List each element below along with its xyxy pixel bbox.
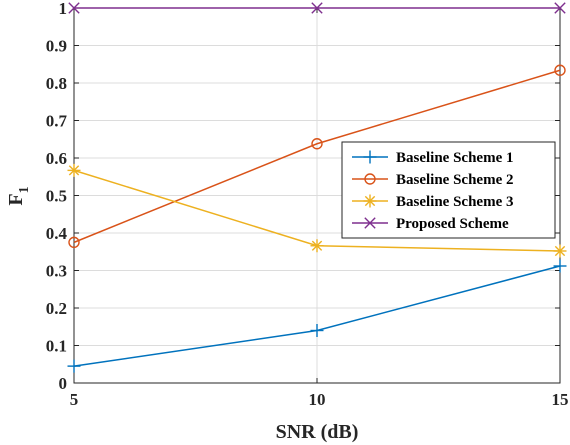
- y-axis-title: F1: [5, 186, 32, 205]
- legend-marker-2: [364, 173, 376, 185]
- legend-label-2: Baseline Scheme 2: [396, 172, 514, 188]
- legend-label-3: Baseline Scheme 3: [396, 194, 514, 210]
- marker-stroke: [68, 236, 80, 249]
- series-2-point: [68, 236, 80, 249]
- x-axis-title: SNR (dB): [276, 421, 359, 443]
- marker-stroke: [311, 240, 323, 251]
- marker-stroke: [311, 2, 323, 14]
- legend-label-1: Baseline Scheme 1: [396, 150, 514, 166]
- legend-box: [341, 141, 556, 239]
- marker-stroke: [364, 195, 376, 207]
- x-tick-label: 15: [552, 390, 569, 409]
- marker-stroke: [554, 64, 566, 76]
- y-tick-label: 0.3: [46, 262, 67, 281]
- series-3-point: [553, 244, 567, 258]
- legend-marker-4: [364, 217, 376, 229]
- legend-marker-1: [363, 150, 377, 164]
- tick-labels: 00.10.20.30.40.50.60.70.80.915 10 15: [46, 0, 569, 409]
- y-axis-title-main: F: [5, 193, 27, 205]
- series-1-point: [67, 359, 81, 373]
- marker-stroke: [364, 217, 376, 229]
- marker-stroke: [554, 245, 566, 257]
- y-tick-label: 0.6: [46, 149, 67, 168]
- series-2-point: [311, 138, 323, 150]
- y-tick-label: 0.8: [46, 74, 67, 93]
- marker-stroke: [68, 2, 80, 14]
- y-tick-label: 0.4: [46, 224, 68, 243]
- marker-stroke: [68, 165, 80, 176]
- series-1-point: [310, 324, 324, 337]
- series-layer: [67, 2, 567, 373]
- y-tick-label: 0.2: [46, 299, 67, 318]
- series-3-point: [310, 239, 324, 253]
- marker-stroke: [311, 138, 323, 150]
- series-4-point: [311, 2, 323, 14]
- x-tick-label: 5: [70, 390, 79, 409]
- x-tick-label: 10: [309, 390, 326, 409]
- legend: Baseline Scheme 1 Baseline Scheme 2 Baseli…: [341, 141, 556, 239]
- series-line-2: [73, 69, 561, 244]
- series-4-point: [554, 2, 566, 14]
- marker-stroke: [364, 173, 376, 185]
- y-axis-title-subscript: 1: [17, 186, 32, 193]
- y-tick-label: 0.7: [46, 112, 68, 131]
- legend-marker-3: [363, 194, 377, 208]
- y-tick-label: 1: [59, 0, 68, 18]
- y-tick-label: 0: [59, 374, 68, 393]
- y-tick-label: 0.1: [46, 337, 67, 356]
- marker-stroke: [554, 2, 566, 14]
- series-1-point: [553, 259, 567, 273]
- legend-label-4: Proposed Scheme: [396, 216, 509, 232]
- y-tick-label: 0.5: [46, 187, 67, 206]
- series-4-point: [68, 2, 80, 14]
- y-tick-label: 0.9: [46, 37, 67, 56]
- series-3-point: [67, 163, 81, 177]
- series-2-point: [554, 64, 566, 76]
